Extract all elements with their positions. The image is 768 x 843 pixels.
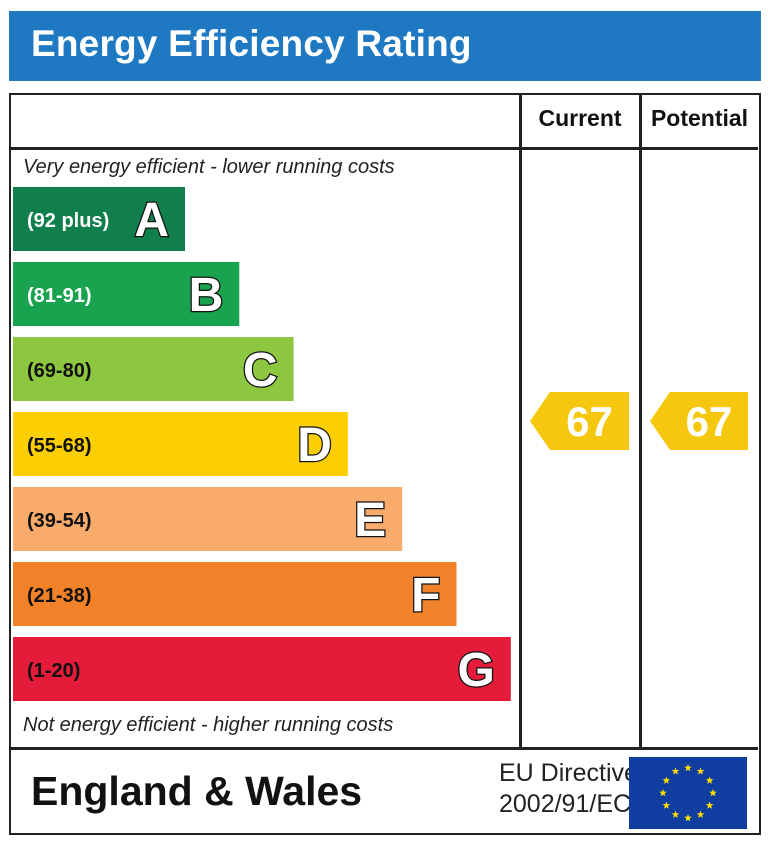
- band-bar-e: [13, 487, 403, 551]
- eu-flag-icon: [629, 757, 747, 829]
- band-bar-f: [13, 562, 457, 626]
- star-icon: [671, 810, 680, 818]
- band-b: (81-91) B: [13, 262, 240, 326]
- footer-divider: [11, 747, 758, 750]
- band-range-d: (55-68): [27, 435, 91, 457]
- potential-rating-arrow: 67: [650, 392, 748, 450]
- band-letter-g: G: [457, 644, 494, 697]
- footer: England & Wales EU Directive 2002/91/EC: [11, 750, 758, 832]
- star-icon: [705, 801, 714, 809]
- band-range-f: (21-38): [27, 585, 91, 607]
- band-e: (39-54) E: [13, 487, 403, 551]
- band-g: (1-20) G: [13, 637, 511, 701]
- band-d: (55-68) D: [13, 412, 348, 476]
- star-icon: [696, 767, 705, 775]
- star-icon: [662, 776, 671, 784]
- band-letter-b: B: [189, 269, 224, 322]
- column-divider-current: [519, 95, 522, 747]
- band-bar-d: [13, 412, 348, 476]
- caption-top: Very energy efficient - lower running co…: [23, 156, 395, 178]
- header-current: Current: [538, 105, 622, 131]
- star-icon: [709, 789, 717, 797]
- potential-rating-arrow-shape: [650, 392, 748, 450]
- rating-frame: Current Potential Very energy efficient …: [9, 93, 761, 835]
- band-range-c: (69-80): [27, 360, 91, 382]
- band-letter-e: E: [354, 494, 386, 547]
- star-icon: [684, 814, 692, 822]
- band-range-b: (81-91): [27, 285, 91, 307]
- directive-line-1: EU Directive: [499, 759, 638, 787]
- band-c: (69-80) C: [13, 337, 294, 401]
- current-rating-arrow-shape: [530, 392, 629, 450]
- band-bar-b: [13, 262, 240, 326]
- star-icon: [705, 776, 714, 784]
- band-letter-f: F: [411, 569, 440, 622]
- header-divider: [11, 147, 758, 150]
- rating-bands: (92 plus) A (81-91) B (69-80) C (55-68) D (39-54…: [13, 187, 748, 701]
- band-letter-a: A: [134, 194, 169, 247]
- band-letter-d: D: [297, 419, 332, 472]
- directive-text: EU Directive 2002/91/EC: [499, 758, 638, 820]
- title-bar: Energy Efficiency Rating: [9, 11, 761, 81]
- current-rating-arrow: 67: [530, 392, 629, 450]
- potential-rating-arrow-value: 67: [686, 398, 733, 445]
- region-label: England & Wales: [31, 768, 363, 814]
- column-divider-potential: [639, 95, 642, 747]
- star-icon: [662, 801, 671, 809]
- band-a: (92 plus) A: [13, 187, 185, 251]
- directive-line-2: 2002/91/EC: [499, 790, 632, 818]
- eu-stars: [659, 764, 717, 822]
- star-icon: [671, 767, 680, 775]
- caption-bottom: Not energy efficient - higher running co…: [23, 714, 394, 736]
- band-range-g: (1-20): [27, 660, 80, 682]
- header-potential: Potential: [650, 105, 749, 131]
- band-range-a: (92 plus): [27, 210, 109, 232]
- band-range-e: (39-54): [27, 510, 91, 532]
- star-icon: [696, 810, 705, 818]
- band-letter-c: C: [243, 344, 278, 397]
- band-bar-c: [13, 337, 294, 401]
- band-bar-a: [13, 187, 185, 251]
- page-title: Energy Efficiency Rating: [31, 23, 472, 64]
- band-f: (21-38) F: [13, 562, 457, 626]
- star-icon: [684, 764, 692, 772]
- band-bar-g: [13, 637, 511, 701]
- star-icon: [659, 789, 667, 797]
- current-rating-arrow-value: 67: [566, 398, 613, 445]
